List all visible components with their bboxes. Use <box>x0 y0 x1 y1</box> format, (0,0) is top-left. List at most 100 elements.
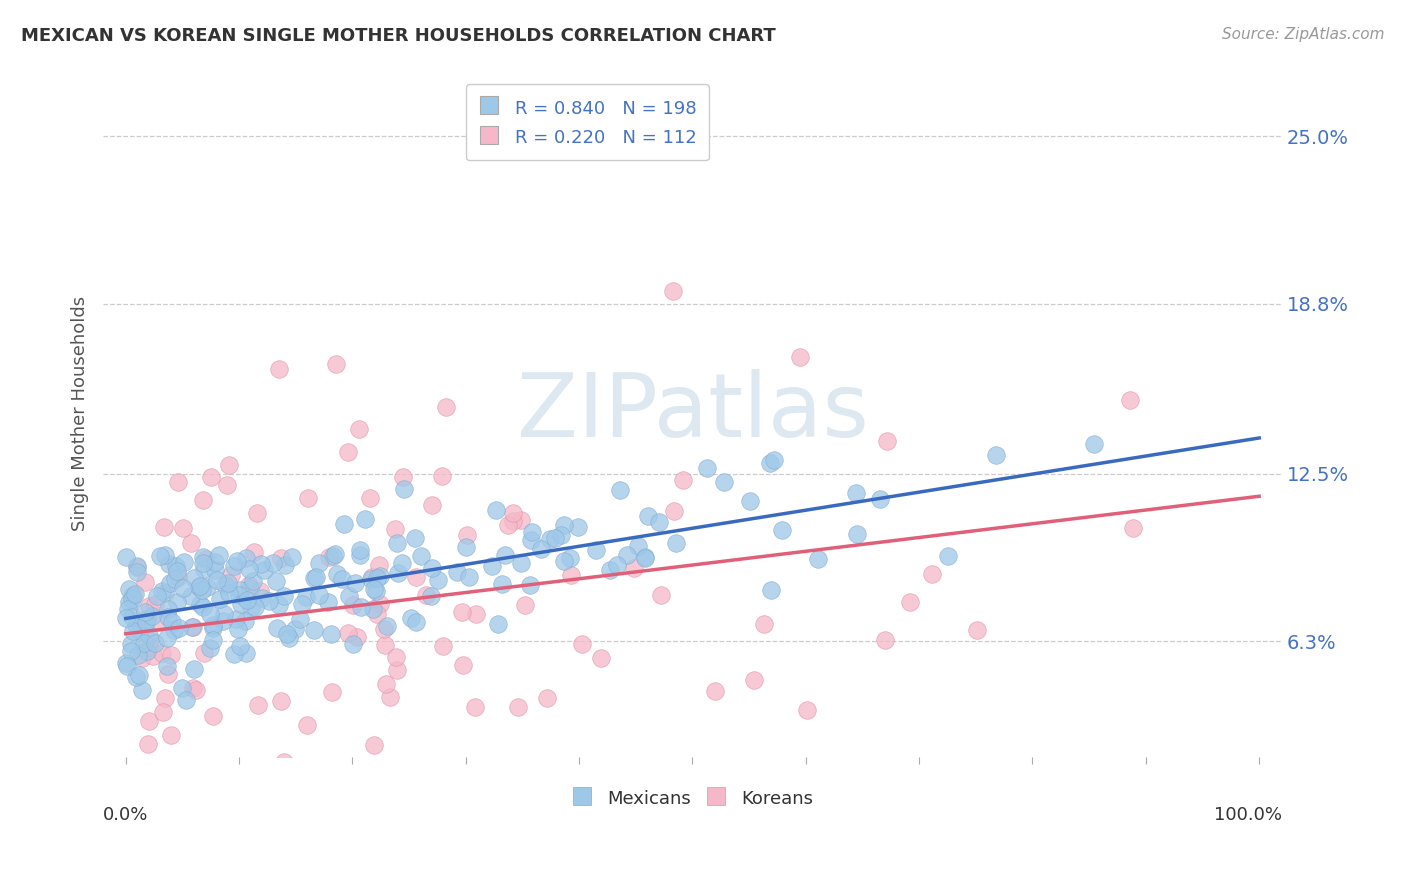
Mexicans <box>481 558 503 573</box>
Mexicans <box>495 548 517 562</box>
Mexicans <box>333 517 356 532</box>
Mexicans <box>637 508 659 523</box>
Koreans <box>502 506 524 520</box>
Mexicans <box>135 615 157 629</box>
Mexicans <box>845 486 868 500</box>
Koreans <box>898 595 921 609</box>
Text: 0.0%: 0.0% <box>103 805 149 823</box>
Mexicans <box>218 586 240 600</box>
Mexicans <box>224 611 246 625</box>
Mexicans <box>222 647 245 661</box>
Mexicans <box>485 502 508 516</box>
Mexicans <box>121 590 143 604</box>
Mexicans <box>229 582 252 597</box>
Koreans <box>219 568 242 582</box>
Mexicans <box>235 646 257 660</box>
Mexicans <box>553 554 575 568</box>
Mexicans <box>245 599 267 614</box>
Koreans <box>270 693 292 707</box>
Koreans <box>249 583 271 598</box>
Koreans <box>139 632 162 647</box>
Mexicans <box>163 572 186 586</box>
Mexicans <box>713 475 735 489</box>
Mexicans <box>174 693 197 707</box>
Koreans <box>374 638 396 652</box>
Mexicans <box>375 619 398 633</box>
Mexicans <box>295 590 318 604</box>
Mexicans <box>360 572 382 586</box>
Mexicans <box>560 550 582 565</box>
Mexicans <box>118 582 141 596</box>
Mexicans <box>290 612 312 626</box>
Mexicans <box>183 662 205 676</box>
Koreans <box>384 649 406 664</box>
Koreans <box>246 506 269 520</box>
Mexicans <box>180 589 202 603</box>
Mexicans <box>399 611 422 625</box>
Mexicans <box>366 571 388 585</box>
Mexicans <box>936 549 959 563</box>
Mexicans <box>250 591 273 606</box>
Mexicans <box>236 593 259 607</box>
Koreans <box>148 777 170 791</box>
Mexicans <box>121 592 143 607</box>
Mexicans <box>305 569 328 583</box>
Koreans <box>143 598 166 612</box>
Mexicans <box>156 610 179 624</box>
Text: Source: ZipAtlas.com: Source: ZipAtlas.com <box>1222 27 1385 42</box>
Mexicans <box>770 523 793 537</box>
Koreans <box>193 646 215 660</box>
Mexicans <box>170 681 193 695</box>
Koreans <box>325 357 347 371</box>
Mexicans <box>191 599 214 614</box>
Mexicans <box>634 549 657 564</box>
Koreans <box>420 498 443 512</box>
Mexicans <box>846 526 869 541</box>
Koreans <box>138 640 160 654</box>
Koreans <box>876 434 898 449</box>
Koreans <box>117 775 139 789</box>
Mexicans <box>125 558 148 573</box>
Koreans <box>156 667 179 681</box>
Mexicans <box>599 563 621 577</box>
Mexicans <box>188 597 211 611</box>
Mexicans <box>121 624 143 638</box>
Mexicans <box>166 595 188 609</box>
Mexicans <box>696 461 718 475</box>
Mexicans <box>124 587 146 601</box>
Mexicans <box>201 632 224 647</box>
Koreans <box>464 700 486 714</box>
Mexicans <box>404 531 426 545</box>
Mexicans <box>273 589 295 603</box>
Mexicans <box>195 580 218 594</box>
Mexicans <box>538 532 561 546</box>
Mexicans <box>278 631 301 645</box>
Koreans <box>966 623 988 637</box>
Mexicans <box>193 562 215 576</box>
Mexicans <box>226 622 249 636</box>
Koreans <box>366 607 388 622</box>
Mexicans <box>567 519 589 533</box>
Mexicans <box>187 580 209 594</box>
Koreans <box>191 493 214 508</box>
Mexicans <box>606 558 628 573</box>
Legend: Mexicans, Koreans: Mexicans, Koreans <box>562 779 823 817</box>
Koreans <box>122 588 145 602</box>
Koreans <box>136 738 159 752</box>
Mexicans <box>202 618 225 632</box>
Koreans <box>200 470 222 484</box>
Mexicans <box>212 607 235 621</box>
Mexicans <box>146 589 169 603</box>
Mexicans <box>120 637 142 651</box>
Mexicans <box>118 594 141 608</box>
Mexicans <box>276 627 298 641</box>
Mexicans <box>228 588 250 602</box>
Mexicans <box>553 517 575 532</box>
Koreans <box>536 690 558 705</box>
Koreans <box>384 522 406 536</box>
Koreans <box>672 473 695 487</box>
Mexicans <box>665 536 688 550</box>
Koreans <box>664 504 686 518</box>
Mexicans <box>208 591 231 606</box>
Koreans <box>295 718 318 732</box>
